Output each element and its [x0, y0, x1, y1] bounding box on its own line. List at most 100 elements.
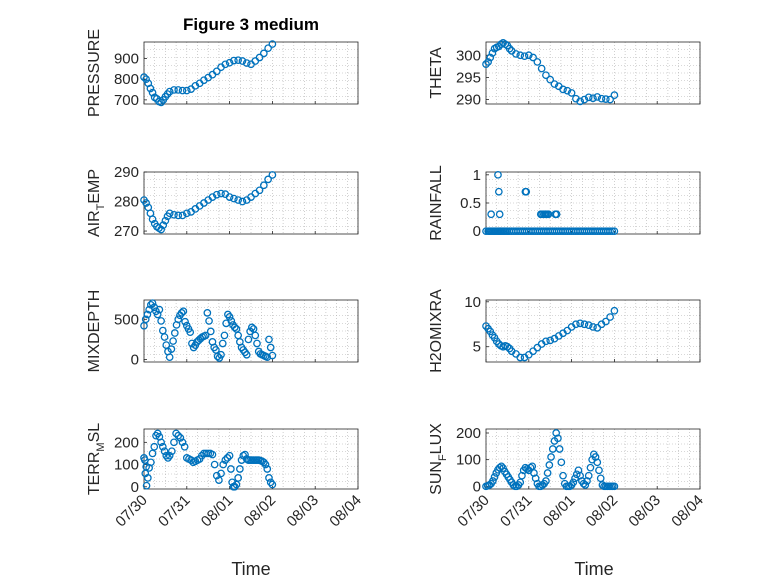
data-point [227, 317, 236, 325]
y-axis-label: THETA [428, 47, 445, 99]
data-point [265, 335, 273, 344]
y-axis-label: RAINFALL [428, 165, 445, 241]
data-point [164, 454, 172, 462]
data-point [584, 471, 593, 480]
data-series [482, 170, 619, 236]
data-point [546, 336, 555, 345]
x-axis-label-right: Time [574, 559, 613, 579]
data-point [176, 434, 185, 442]
data-point [142, 199, 150, 207]
data-point [542, 477, 550, 485]
data-point [225, 58, 234, 67]
y-axis-label-main: THETA [428, 47, 445, 99]
data-point [238, 57, 247, 65]
data-point [593, 324, 602, 332]
data-point [516, 478, 525, 487]
y-axis-label-main: PRESSURE [86, 29, 103, 117]
data-point [206, 327, 215, 336]
data-point [155, 305, 164, 314]
data-series [482, 306, 619, 362]
data-point [265, 474, 273, 482]
axes-box [143, 428, 359, 490]
data-point [263, 353, 272, 362]
data-point [142, 75, 150, 84]
data-point [524, 51, 533, 60]
subplot-6: 5 10 H2OMIXRA [428, 289, 701, 373]
data-point [264, 175, 272, 184]
axes-box [143, 41, 359, 105]
y-axis-label: H2OMIXRA [428, 289, 445, 373]
y-axis-label: SUNFLUX [428, 423, 449, 495]
data-point [217, 350, 225, 359]
data-point [242, 59, 251, 67]
data-point [547, 453, 555, 461]
data-point [253, 339, 261, 348]
data-point [174, 315, 183, 324]
data-point [512, 50, 520, 58]
data-series [140, 171, 277, 234]
data-point [495, 210, 504, 219]
data-point [486, 53, 495, 62]
y-tick-label: 700 [114, 92, 139, 109]
data-point [148, 299, 157, 308]
data-point [159, 221, 168, 229]
data-point [172, 429, 180, 438]
data-series [140, 429, 277, 491]
data-point [140, 73, 148, 81]
y-tick-label: 295 [456, 69, 481, 86]
data-point [232, 325, 241, 333]
x-tick-label: 07/30 [454, 492, 493, 531]
x-tick-label: 08/01 [198, 492, 237, 531]
x-tick-label: 08/02 [583, 492, 622, 531]
y-axis-label-main: RAINFALL [428, 165, 445, 241]
y-tick-label: 1 [473, 167, 481, 184]
y-tick-label: 0 [473, 223, 481, 240]
data-point [236, 465, 244, 473]
data-point [569, 478, 578, 487]
y-tick-label: 0 [473, 478, 481, 495]
data-point [177, 309, 186, 317]
data-point [497, 462, 506, 471]
data-point [509, 481, 518, 489]
data-point [225, 451, 234, 460]
data-point [542, 337, 550, 346]
data-point [201, 331, 210, 340]
data-point [268, 171, 277, 179]
data-point [234, 56, 243, 65]
data-point [488, 49, 497, 57]
data-point [217, 189, 225, 198]
data-point [589, 323, 597, 331]
data-point [178, 211, 187, 220]
data-point [157, 225, 165, 234]
y-axis-label-main: TERR [86, 452, 103, 496]
data-point [165, 451, 174, 460]
data-point [242, 350, 251, 359]
data-point [586, 463, 595, 472]
data-point [230, 56, 238, 65]
data-point [234, 474, 243, 482]
subplot-2: 290 295 300 THETA [428, 39, 701, 109]
data-point [601, 95, 610, 103]
data-point [516, 353, 525, 362]
subplot-8: 0 100 200 07/30 07/31 08/01 08/02 08/03 08/04 SUN… [428, 423, 707, 531]
data-point [505, 44, 514, 53]
data-point [522, 187, 531, 196]
data-point [567, 89, 576, 97]
data-point [205, 317, 213, 325]
data-point [559, 471, 567, 480]
data-point [148, 215, 157, 224]
data-point [165, 353, 174, 362]
data-point [212, 471, 221, 480]
data-point [266, 478, 275, 487]
data-point [225, 313, 234, 321]
data-series [140, 40, 277, 107]
x-tick-label: 08/04 [668, 492, 707, 531]
data-point [181, 317, 189, 326]
data-point [148, 88, 157, 97]
data-point [212, 67, 221, 76]
y-tick-label: 100 [114, 457, 139, 474]
data-point [157, 317, 165, 325]
data-point [542, 71, 550, 80]
data-point [555, 445, 564, 453]
data-point [572, 470, 581, 479]
